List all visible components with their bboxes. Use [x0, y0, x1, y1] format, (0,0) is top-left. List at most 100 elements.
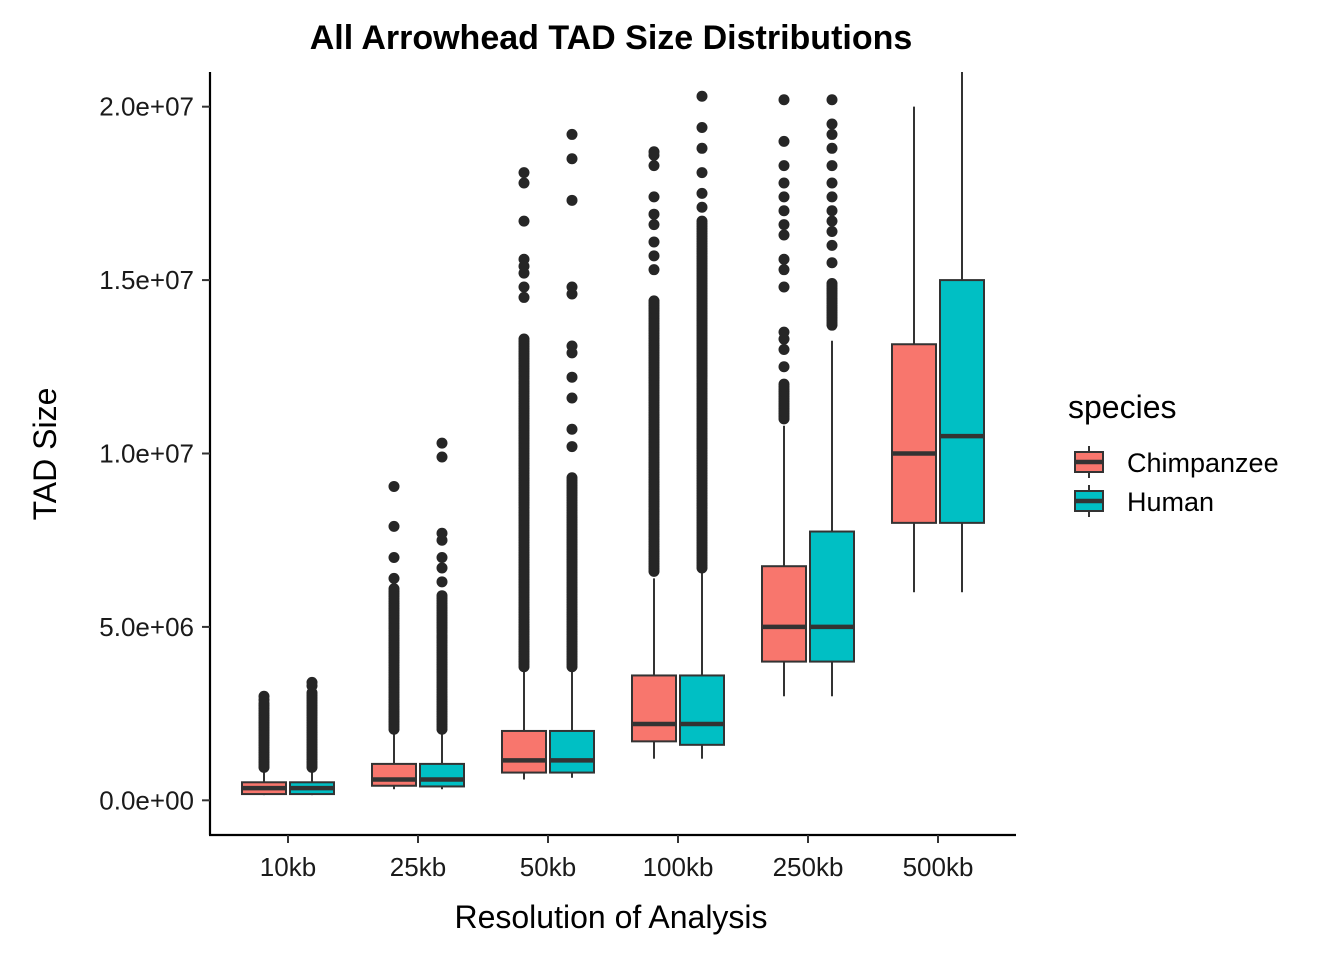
plot-area — [241, 72, 985, 796]
outlier-point — [518, 291, 530, 303]
series-human — [289, 72, 985, 796]
box-body — [419, 762, 465, 788]
outlier-point — [696, 187, 708, 199]
x-tick-label: 100kb — [643, 852, 714, 882]
legend-item-human: Human — [1074, 485, 1214, 517]
outlier-point — [778, 326, 790, 338]
legend: species Chimpanzee Human — [1068, 389, 1279, 517]
box-body — [891, 343, 937, 524]
outlier-point — [648, 295, 660, 307]
box-chimpanzee-500kb — [891, 106, 937, 593]
box-body — [549, 729, 595, 774]
x-tick-label: 500kb — [903, 852, 974, 882]
outlier-point — [778, 281, 790, 293]
x-tick-label: 50kb — [520, 852, 576, 882]
outlier-point — [518, 253, 530, 265]
x-axis-title: Resolution of Analysis — [454, 899, 767, 935]
y-tick-label: 0.0e+00 — [99, 785, 194, 815]
outlier-point — [388, 520, 400, 532]
outlier-point — [436, 576, 448, 588]
outlier-point — [388, 572, 400, 584]
box-body — [761, 565, 807, 663]
outlier-point — [696, 201, 708, 213]
box-body — [809, 530, 855, 663]
outlier-point — [388, 480, 400, 492]
outlier-point — [778, 229, 790, 241]
outlier-point — [778, 160, 790, 172]
outlier-point — [826, 226, 838, 238]
outlier-point — [648, 191, 660, 203]
outlier-point — [518, 215, 530, 227]
outlier-point — [778, 361, 790, 373]
outlier-point — [566, 194, 578, 206]
outlier-point — [826, 160, 838, 172]
outlier-point — [518, 177, 530, 189]
outlier-point — [778, 94, 790, 106]
box-body — [679, 674, 725, 746]
outlier-point — [648, 208, 660, 220]
box-chimpanzee-10kb — [241, 690, 287, 796]
box-human-50kb — [549, 128, 595, 778]
box-body — [631, 674, 677, 743]
outlier-point — [258, 690, 270, 702]
outlier-point — [696, 215, 708, 227]
outlier-point — [436, 437, 448, 449]
y-tick-label: 1.5e+07 — [99, 265, 194, 295]
outlier-point — [826, 278, 838, 290]
box-body — [371, 762, 417, 787]
outlier-point — [648, 236, 660, 248]
outlier-point — [648, 146, 660, 158]
outlier-point — [778, 253, 790, 265]
x-axis-ticks: 10kb 25kb 50kb 100kb 250kb 500kb — [260, 835, 974, 882]
y-tick-label: 1.0e+07 — [99, 439, 194, 469]
y-tick-label: 5.0e+06 — [99, 612, 194, 642]
x-tick-label: 25kb — [390, 852, 446, 882]
outlier-point — [436, 451, 448, 463]
box-body — [501, 729, 547, 774]
legend-label: Human — [1127, 487, 1214, 517]
outlier-point — [306, 676, 318, 688]
box-human-500kb — [939, 72, 985, 593]
outlier-point — [566, 371, 578, 383]
outlier-point — [778, 205, 790, 217]
legend-label: Chimpanzee — [1127, 448, 1279, 478]
outlier-point — [778, 378, 790, 390]
outlier-point — [826, 118, 838, 130]
outlier-point — [648, 250, 660, 262]
box-body — [939, 279, 985, 524]
outlier-point — [826, 239, 838, 251]
outlier-point — [696, 121, 708, 133]
outlier-point — [778, 219, 790, 231]
outlier-point — [436, 527, 448, 539]
outlier-point — [648, 219, 660, 231]
outlier-point — [436, 552, 448, 564]
outlier-point — [826, 215, 838, 227]
legend-item-chimpanzee: Chimpanzee — [1074, 446, 1279, 478]
box-human-250kb — [809, 94, 855, 697]
outlier-point — [566, 472, 578, 484]
outlier-point — [826, 205, 838, 217]
outlier-point — [566, 441, 578, 453]
chart-title: All Arrowhead TAD Size Distributions — [310, 19, 913, 57]
outlier-point — [566, 340, 578, 352]
outlier-point — [778, 343, 790, 355]
outlier-point — [778, 191, 790, 203]
outlier-point — [696, 167, 708, 179]
outlier-point — [518, 333, 530, 345]
x-tick-label: 10kb — [260, 852, 316, 882]
legend-title: species — [1068, 389, 1177, 425]
outlier-point — [436, 562, 448, 574]
outlier-point — [826, 142, 838, 154]
outlier-point — [436, 590, 448, 602]
outlier-point — [518, 281, 530, 293]
outlier-point — [388, 552, 400, 564]
outlier-point — [778, 135, 790, 147]
outlier-point — [518, 167, 530, 179]
outlier-point — [566, 128, 578, 140]
box-human-10kb — [289, 676, 335, 796]
outlier-point — [826, 94, 838, 106]
box-chimpanzee-25kb — [371, 480, 417, 790]
box-chimpanzee-100kb — [631, 146, 677, 759]
outlier-point — [826, 128, 838, 140]
